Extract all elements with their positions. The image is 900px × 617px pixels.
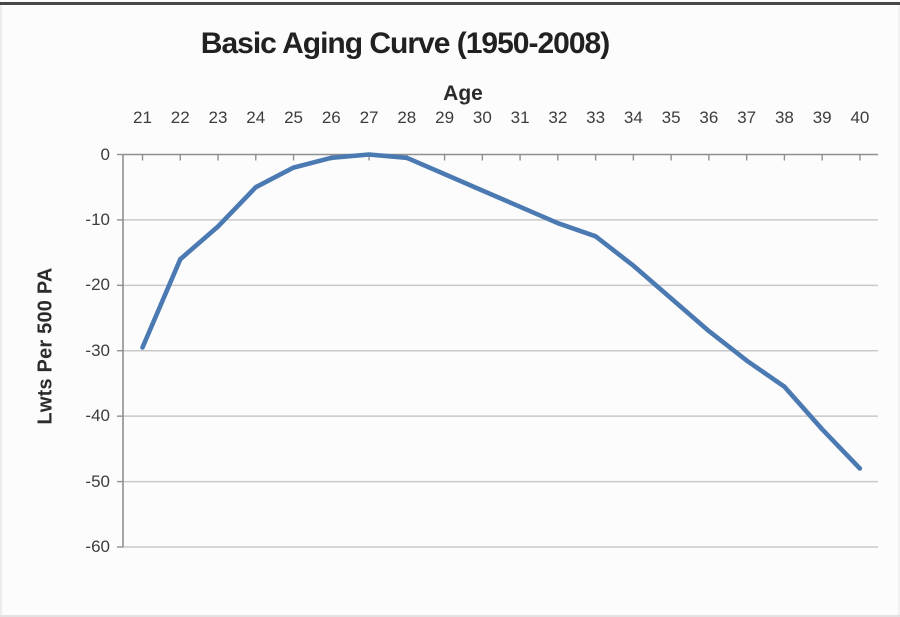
bottom-border-line <box>0 615 900 617</box>
y-tick-label: -50 <box>85 471 110 491</box>
x-tick-label: 26 <box>321 108 341 127</box>
x-axis-title: Age <box>443 82 483 105</box>
x-tick-label: 38 <box>774 108 794 127</box>
right-border-line <box>898 5 900 615</box>
top-border-line <box>0 2 900 5</box>
left-border-line <box>0 5 2 615</box>
x-tick-label: 37 <box>737 108 757 127</box>
x-tick-label: 39 <box>812 108 832 127</box>
y-tick-label: -40 <box>85 406 110 426</box>
x-tick-label: 27 <box>359 108 379 127</box>
y-tick-label: -60 <box>85 537 110 556</box>
x-tick-label: 35 <box>661 108 681 127</box>
aging-curve-line <box>140 152 863 471</box>
y-tick-label: -10 <box>85 209 110 229</box>
x-tick-label: 23 <box>208 108 228 127</box>
x-tick-label: 34 <box>623 108 643 127</box>
x-tick-label: 25 <box>284 108 303 127</box>
x-tick-label: 36 <box>699 108 719 127</box>
x-tick-label: 24 <box>246 108 266 127</box>
x-tick-label: 31 <box>510 108 530 127</box>
y-tick-label: -20 <box>85 275 110 295</box>
x-tick-label: 33 <box>586 108 606 127</box>
x-tick-label: 22 <box>170 108 190 127</box>
x-tick-label: 28 <box>397 108 417 127</box>
y-tick-label: 0 <box>100 144 110 164</box>
x-tick-label: 40 <box>850 108 870 127</box>
chart-title: Basic Aging Curve (1950-2008) <box>200 27 610 60</box>
x-tick-label: 30 <box>472 108 492 127</box>
x-tick-label: 21 <box>133 108 152 127</box>
x-tick-label: 32 <box>548 108 568 127</box>
y-tick-label: -30 <box>85 340 110 360</box>
x-tick-label: 29 <box>435 108 455 127</box>
